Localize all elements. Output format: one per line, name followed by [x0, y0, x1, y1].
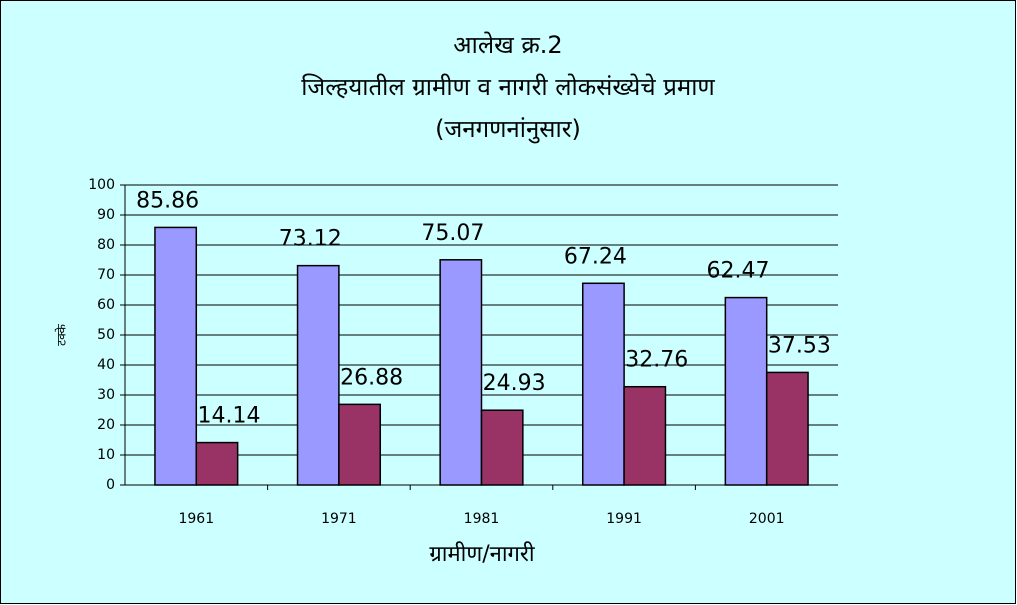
- y-tick-label: 90: [97, 207, 115, 223]
- value-label: 73.12: [279, 227, 342, 252]
- y-tick-label: 0: [106, 477, 115, 493]
- chart-title: (जनगणनांनुसार): [435, 115, 581, 144]
- value-label: 67.24: [564, 244, 627, 269]
- bar: [724, 296, 768, 486]
- bar: [765, 371, 809, 486]
- value-label: 75.07: [421, 221, 484, 246]
- bar: [623, 385, 667, 486]
- value-label: 62.47: [707, 259, 770, 284]
- value-label: 26.88: [340, 365, 403, 390]
- y-tick-label: 30: [97, 387, 115, 403]
- bar: [154, 226, 198, 486]
- y-axis-label: टक्के: [55, 323, 69, 346]
- x-tick-label: 1961: [178, 511, 214, 527]
- y-tick-label: 80: [97, 237, 115, 253]
- bar: [439, 259, 483, 486]
- y-tick-label: 100: [88, 177, 115, 193]
- bar: [480, 409, 524, 486]
- bar: [581, 282, 625, 486]
- bar: [195, 441, 239, 486]
- x-axis-label: ग्रामीण/नागरी: [429, 541, 535, 567]
- y-tick-label: 10: [97, 447, 115, 463]
- value-label: 32.76: [625, 348, 688, 373]
- x-tick-label: 1971: [321, 511, 357, 527]
- bar: [338, 403, 382, 486]
- value-label: 24.93: [483, 371, 546, 396]
- chart-title: जिल्हयातील ग्रामीण व नागरी लोकसंख्येचे प…: [301, 73, 715, 101]
- value-label: 85.86: [136, 188, 199, 213]
- y-tick-label: 40: [97, 357, 115, 373]
- chart-title: आलेख क्र.2: [453, 31, 562, 59]
- y-tick-label: 20: [97, 417, 115, 433]
- value-label: 14.14: [197, 404, 260, 429]
- y-tick-label: 50: [97, 327, 115, 343]
- y-tick-label: 60: [97, 297, 115, 313]
- x-tick-label: 2001: [749, 511, 785, 527]
- x-tick-label: 1991: [606, 511, 642, 527]
- y-tick-label: 70: [97, 267, 115, 283]
- bar: [296, 264, 340, 486]
- value-label: 37.53: [768, 333, 831, 358]
- x-tick-label: 1981: [464, 511, 500, 527]
